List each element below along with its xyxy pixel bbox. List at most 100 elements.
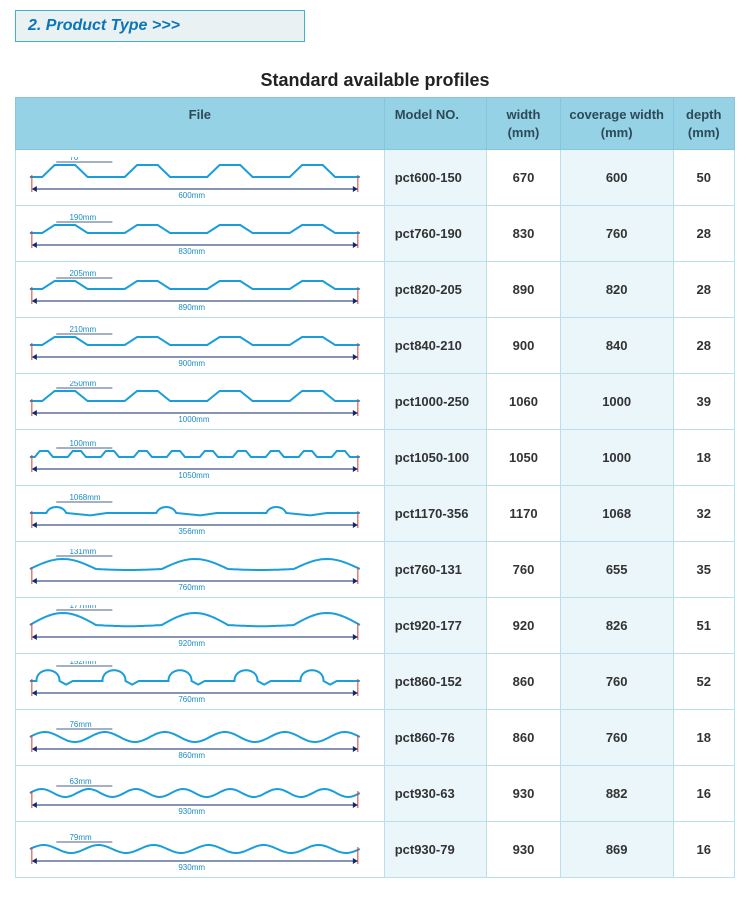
cell-width: 900 (487, 318, 561, 374)
cell-file: 1050mm 100mm (16, 430, 385, 486)
profile-pitch-label: 210mm (69, 325, 96, 334)
table-row: 930mm 79mm pct930-79 930 869 16 (16, 822, 735, 878)
profile-span-label: 830mm (178, 247, 205, 255)
table-row: 1000mm 250mm pct1000-250 1060 1000 39 (16, 374, 735, 430)
profile-span-label: 890mm (178, 303, 205, 311)
profile-pitch-label: 205mm (69, 269, 96, 278)
table-row: 920mm 177mm pct920-177 920 826 51 (16, 598, 735, 654)
cell-width: 890 (487, 262, 561, 318)
cell-model: pct760-131 (384, 542, 486, 598)
cell-coverage: 882 (560, 766, 673, 822)
profile-diagram: 930mm 79mm (22, 829, 378, 871)
table-row: 760mm 152mm pct860-152 860 760 52 (16, 654, 735, 710)
table-row: 890mm 205mm pct820-205 890 820 28 (16, 262, 735, 318)
cell-width: 860 (487, 710, 561, 766)
profile-diagram: 1000mm 250mm (22, 381, 378, 423)
cell-depth: 18 (673, 430, 735, 486)
profile-diagram: 760mm 131mm (22, 549, 378, 591)
cell-model: pct860-152 (384, 654, 486, 710)
cell-model: pct600-150 (384, 150, 486, 206)
cell-file: 920mm 177mm (16, 598, 385, 654)
cell-model: pct920-177 (384, 598, 486, 654)
cell-file: 860mm 76mm (16, 710, 385, 766)
cell-coverage: 655 (560, 542, 673, 598)
profile-span-label: 930mm (178, 807, 205, 815)
table-row: 600mm 70 pct600-150 670 600 50 (16, 150, 735, 206)
table-row: 760mm 131mm pct760-131 760 655 35 (16, 542, 735, 598)
cell-width: 830 (487, 206, 561, 262)
cell-file: 930mm 63mm (16, 766, 385, 822)
cell-model: pct930-63 (384, 766, 486, 822)
cell-depth: 51 (673, 598, 735, 654)
profile-pitch-label: 63mm (69, 777, 92, 786)
col-header-depth: depth (mm) (673, 98, 735, 150)
cell-depth: 28 (673, 262, 735, 318)
profile-pitch-label: 131mm (69, 549, 96, 556)
cell-width: 930 (487, 766, 561, 822)
col-header-width: width (mm) (487, 98, 561, 150)
cell-file: 760mm 131mm (16, 542, 385, 598)
cell-model: pct1000-250 (384, 374, 486, 430)
profile-pitch-label: 177mm (69, 605, 96, 610)
cell-depth: 50 (673, 150, 735, 206)
profile-pitch-label: 1068mm (69, 493, 100, 502)
profile-span-label: 930mm (178, 863, 205, 871)
cell-model: pct820-205 (384, 262, 486, 318)
cell-depth: 32 (673, 486, 735, 542)
cell-depth: 28 (673, 206, 735, 262)
table-row: 830mm 190mm pct760-190 830 760 28 (16, 206, 735, 262)
profile-diagram: 830mm 190mm (22, 213, 378, 255)
cell-depth: 28 (673, 318, 735, 374)
cell-file: 930mm 79mm (16, 822, 385, 878)
cell-depth: 16 (673, 766, 735, 822)
col-header-model: Model NO. (384, 98, 486, 150)
profile-pitch-label: 152mm (69, 661, 96, 666)
cell-model: pct1170-356 (384, 486, 486, 542)
profile-span-label: 760mm (178, 695, 205, 703)
cell-model: pct760-190 (384, 206, 486, 262)
table-row: 930mm 63mm pct930-63 930 882 16 (16, 766, 735, 822)
cell-width: 760 (487, 542, 561, 598)
profile-span-label: 1000mm (178, 415, 209, 423)
profile-span-label: 356mm (178, 527, 205, 535)
cell-coverage: 840 (560, 318, 673, 374)
cell-depth: 35 (673, 542, 735, 598)
profile-pitch-label: 250mm (69, 381, 96, 388)
table-row: 1050mm 100mm pct1050-100 1050 1000 18 (16, 430, 735, 486)
table-row: 900mm 210mm pct840-210 900 840 28 (16, 318, 735, 374)
profile-diagram: 900mm 210mm (22, 325, 378, 367)
profile-diagram: 860mm 76mm (22, 717, 378, 759)
cell-model: pct840-210 (384, 318, 486, 374)
profile-span-label: 920mm (178, 639, 205, 647)
cell-width: 860 (487, 654, 561, 710)
profile-pitch-label: 79mm (69, 833, 92, 842)
cell-depth: 18 (673, 710, 735, 766)
profile-pitch-label: 76mm (69, 720, 92, 729)
cell-depth: 39 (673, 374, 735, 430)
profiles-table: File Model NO. width (mm) coverage width… (15, 97, 735, 878)
profile-diagram: 356mm 1068mm (22, 493, 378, 535)
cell-model: pct860-76 (384, 710, 486, 766)
table-row: 356mm 1068mm pct1170-356 1170 1068 32 (16, 486, 735, 542)
cell-coverage: 760 (560, 654, 673, 710)
profile-diagram: 1050mm 100mm (22, 437, 378, 479)
profile-pitch-label: 100mm (69, 439, 96, 448)
cell-width: 1060 (487, 374, 561, 430)
profile-span-label: 600mm (178, 191, 205, 199)
cell-model: pct930-79 (384, 822, 486, 878)
table-title: Standard available profiles (15, 70, 735, 91)
cell-file: 356mm 1068mm (16, 486, 385, 542)
profile-diagram: 760mm 152mm (22, 661, 378, 703)
col-header-coverage: coverage width (mm) (560, 98, 673, 150)
cell-width: 1170 (487, 486, 561, 542)
cell-depth: 16 (673, 822, 735, 878)
table-row: 860mm 76mm pct860-76 860 760 18 (16, 710, 735, 766)
cell-coverage: 869 (560, 822, 673, 878)
col-header-file: File (16, 98, 385, 150)
cell-file: 900mm 210mm (16, 318, 385, 374)
profile-diagram: 920mm 177mm (22, 605, 378, 647)
profile-pitch-label: 70 (69, 157, 78, 162)
cell-coverage: 1000 (560, 374, 673, 430)
cell-coverage: 1000 (560, 430, 673, 486)
profile-pitch-label: 190mm (69, 213, 96, 222)
